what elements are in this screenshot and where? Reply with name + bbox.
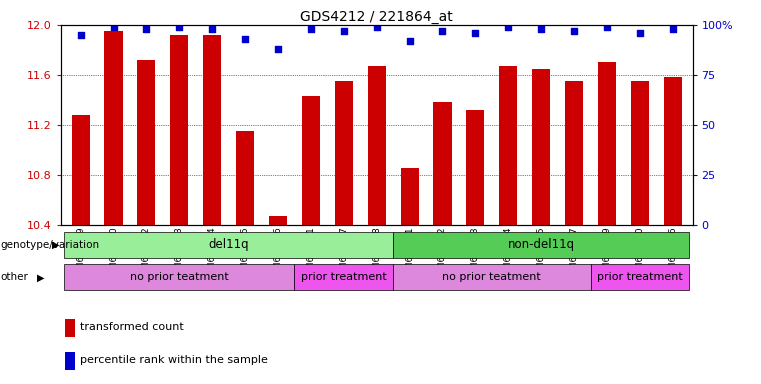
Bar <box>434 103 451 225</box>
Point <box>601 24 613 30</box>
Bar <box>393 265 591 290</box>
Bar <box>335 81 353 225</box>
Point <box>470 30 482 36</box>
Point <box>502 24 514 30</box>
Text: ▶: ▶ <box>37 272 44 283</box>
Bar <box>565 81 583 225</box>
Bar <box>64 232 393 258</box>
Bar <box>138 60 155 225</box>
Point <box>206 26 218 32</box>
Point <box>272 46 284 52</box>
Text: del11q: del11q <box>209 238 249 251</box>
Point <box>403 38 416 44</box>
Bar <box>598 63 616 225</box>
Bar <box>664 78 682 225</box>
Bar <box>302 96 320 225</box>
Text: other: other <box>1 272 29 283</box>
Bar <box>203 35 221 225</box>
Text: genotype/variation: genotype/variation <box>1 240 100 250</box>
Bar <box>65 351 75 370</box>
Point <box>371 24 383 30</box>
Point <box>140 26 152 32</box>
Bar <box>65 319 75 337</box>
Title: GDS4212 / 221864_at: GDS4212 / 221864_at <box>301 10 453 24</box>
Text: prior treatment: prior treatment <box>597 272 683 282</box>
Point <box>338 28 350 34</box>
Bar <box>104 31 123 225</box>
Bar <box>591 265 689 290</box>
Point <box>239 36 251 42</box>
Bar <box>64 265 295 290</box>
Point <box>75 32 87 38</box>
Bar <box>631 81 649 225</box>
Point <box>535 26 547 32</box>
Point <box>107 24 119 30</box>
Text: transformed count: transformed count <box>80 322 184 333</box>
Text: no prior teatment: no prior teatment <box>130 272 229 282</box>
Bar <box>499 66 517 225</box>
Point <box>436 28 448 34</box>
Bar <box>295 265 393 290</box>
Bar <box>236 131 254 225</box>
Point <box>667 26 679 32</box>
Point <box>174 24 186 30</box>
Bar <box>269 216 287 225</box>
Text: prior treatment: prior treatment <box>301 272 387 282</box>
Text: percentile rank within the sample: percentile rank within the sample <box>80 355 268 365</box>
Bar <box>170 35 189 225</box>
Text: no prior teatment: no prior teatment <box>442 272 541 282</box>
Bar <box>72 115 90 225</box>
Bar <box>466 110 485 225</box>
Bar <box>368 66 386 225</box>
Point <box>634 30 646 36</box>
Text: non-del11q: non-del11q <box>508 238 575 251</box>
Point <box>568 28 580 34</box>
Bar <box>400 169 419 225</box>
Bar <box>393 232 689 258</box>
Bar <box>532 69 550 225</box>
Point <box>305 26 317 32</box>
Text: ▶: ▶ <box>52 240 59 250</box>
